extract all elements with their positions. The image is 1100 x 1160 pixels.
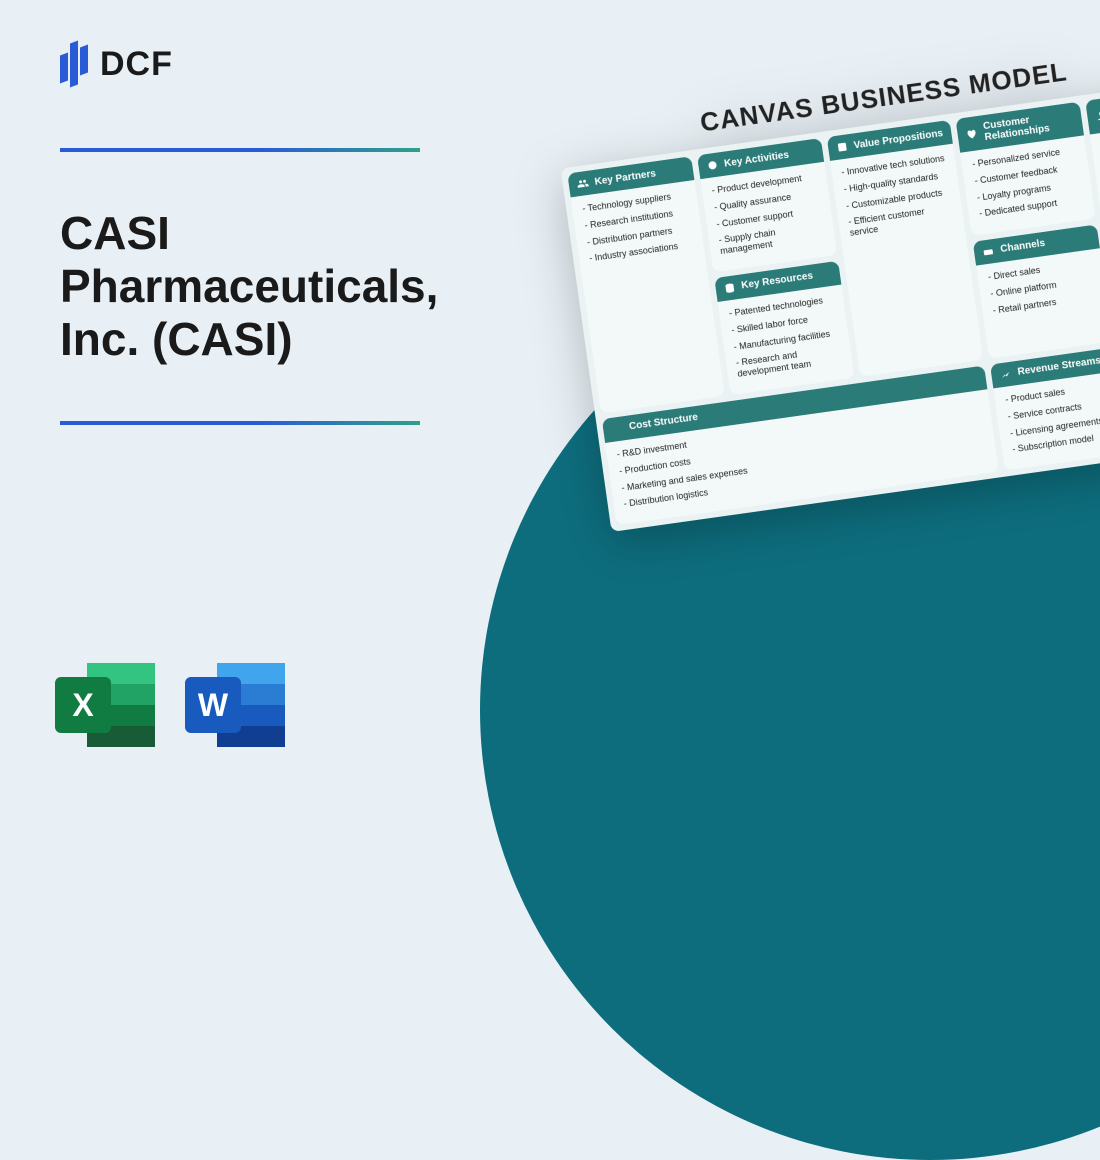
brand-logo-mark	[60, 40, 90, 88]
excel-icon: X	[55, 655, 155, 755]
key-partners-list: Technology suppliersResearch institution…	[571, 180, 706, 280]
page-title: CASI Pharmaceuticals, Inc. (CASI)	[60, 207, 480, 366]
word-icon: W	[185, 655, 285, 755]
value-propositions-list: Innovative tech solutionsHigh-quality st…	[830, 144, 967, 254]
block-customer-relationships: Customer Relationships Personalized serv…	[956, 102, 1096, 236]
divider-top	[60, 148, 420, 152]
divider-bottom	[60, 421, 420, 425]
key-activities-list: Product developmentQuality assuranceCust…	[700, 162, 837, 272]
excel-letter: X	[55, 677, 111, 733]
key-resources-list: Patented technologiesSkilled labor force…	[717, 285, 854, 395]
block-key-resources: Key Resources Patented technologiesSkill…	[714, 261, 854, 395]
canvas-card: CANVAS BUSINESS MODEL Key Partners Techn…	[555, 36, 1100, 532]
customer-relationships-list: Personalized serviceCustomer feedbackLoy…	[961, 135, 1096, 235]
block-value-propositions: Value Propositions Innovative tech solut…	[826, 120, 983, 377]
word-letter: W	[185, 677, 241, 733]
brand-name: DCF	[100, 45, 173, 84]
block-channels: Channels Direct salesOnline platformReta…	[973, 224, 1100, 358]
brand-logo: DCF	[60, 40, 480, 88]
block-key-partners: Key Partners Technology suppliersResearc…	[567, 156, 724, 413]
block-key-activities: Key Activities Product developmentQualit…	[697, 138, 837, 272]
